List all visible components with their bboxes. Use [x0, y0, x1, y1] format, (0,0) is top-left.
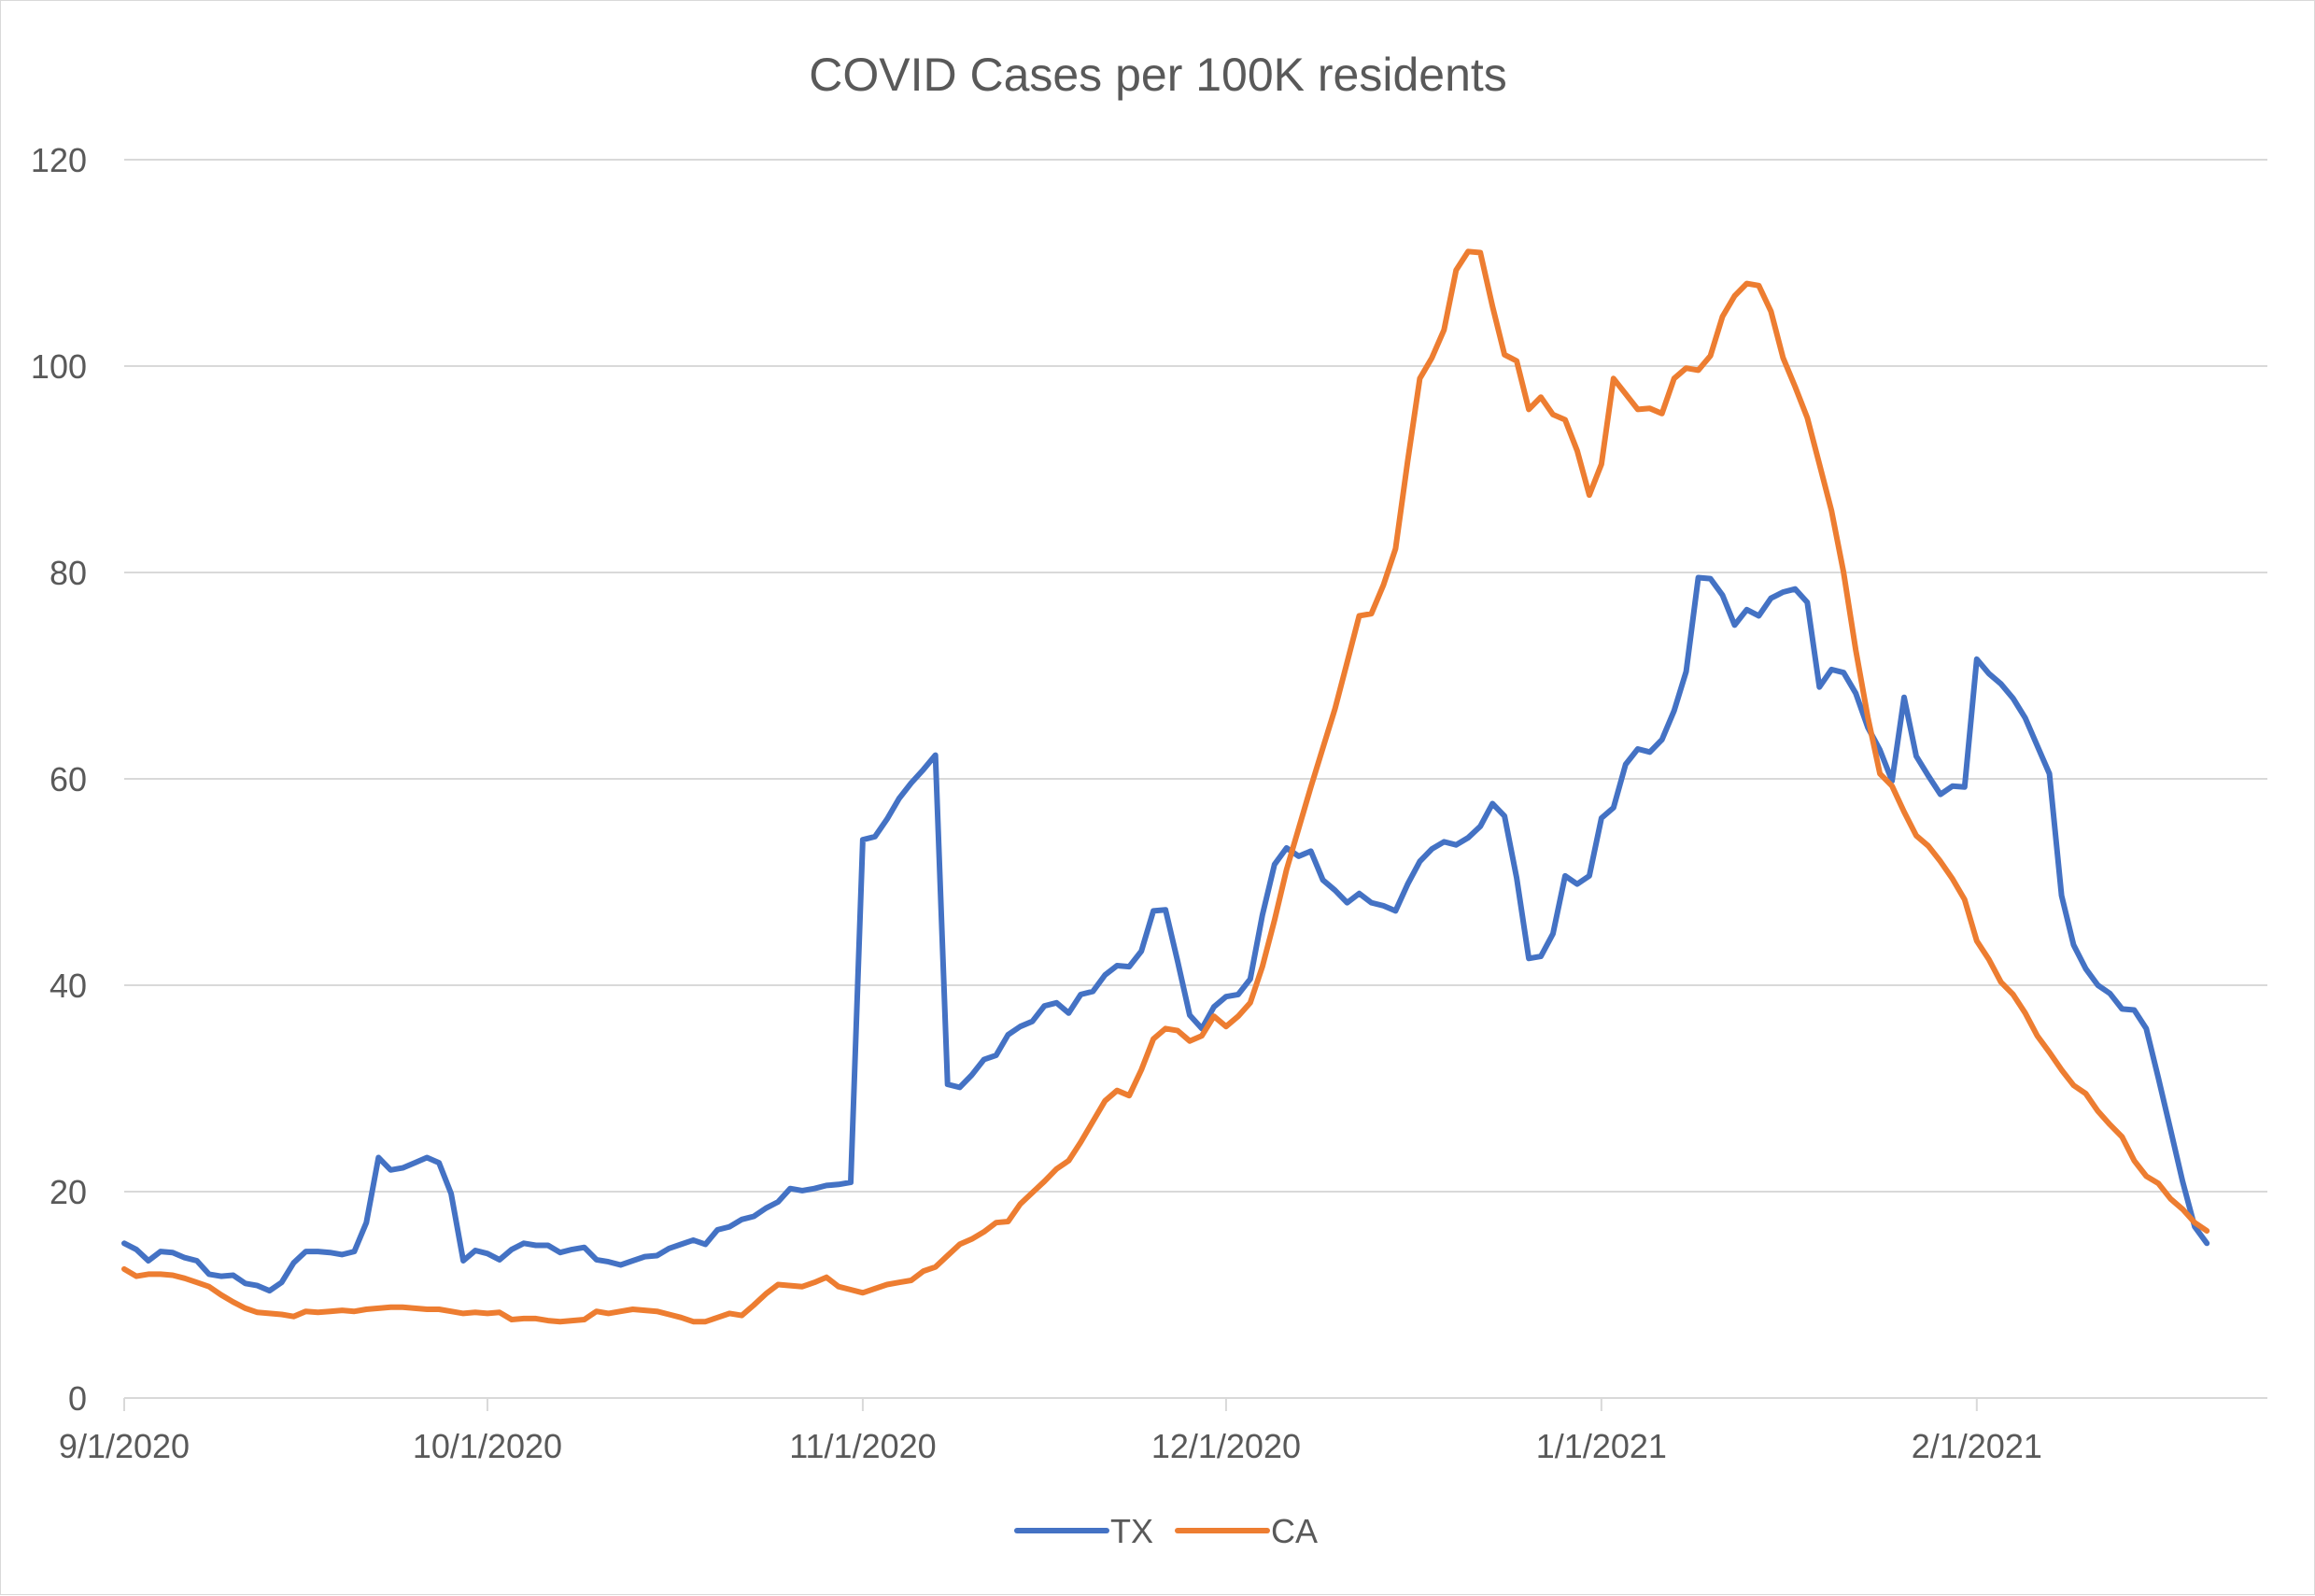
x-tick-label-0: 9/1/2020: [59, 1427, 190, 1465]
y-tick-label-120: 120: [31, 141, 87, 179]
x-tick-label-5: 2/1/2021: [1912, 1427, 2042, 1465]
x-axis-tick-labels: 9/1/2020 10/1/2020 11/1/2020 12/1/2020 1/1/2…: [59, 1427, 2042, 1465]
x-tick-label-1: 10/1/2020: [413, 1427, 562, 1465]
x-tick-label-3: 12/1/2020: [1151, 1427, 1301, 1465]
y-tick-label-100: 100: [31, 347, 87, 386]
x-tick-label-4: 1/1/2021: [1536, 1427, 1667, 1465]
series-line-tx: [121, 574, 2210, 1294]
chart-title: COVID Cases per 100K residents: [809, 49, 1507, 101]
x-axis: [123, 1397, 2267, 1411]
x-tick-label-2: 11/1/2020: [789, 1427, 936, 1465]
y-axis-tick-labels: 0 20 40 60 80 100 120: [31, 141, 87, 1418]
legend-label-tx: TX: [1110, 1512, 1153, 1550]
y-tick-label-60: 60: [49, 760, 87, 798]
series-line-ca: [121, 248, 2210, 1325]
y-tick-label-80: 80: [49, 554, 87, 592]
series-lines: [121, 248, 2210, 1325]
y-tick-label-0: 0: [68, 1379, 87, 1418]
legend: TX CA: [1014, 1512, 1318, 1550]
y-tick-label-40: 40: [49, 967, 87, 1005]
y-tick-label-20: 20: [49, 1173, 87, 1211]
legend-label-ca: CA: [1271, 1512, 1318, 1550]
gridlines: [124, 159, 2267, 1193]
